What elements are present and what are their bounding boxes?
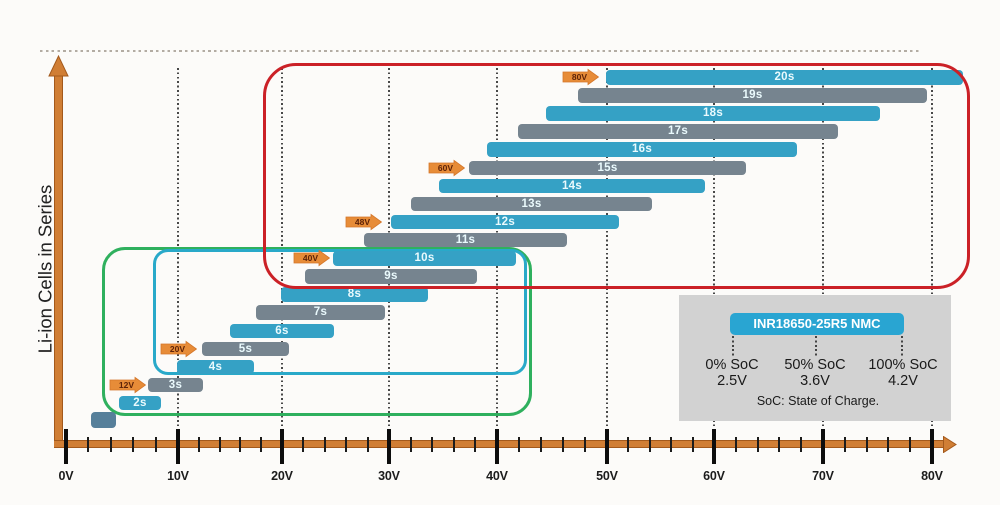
svg-text:48V: 48V [355, 217, 370, 227]
svg-text:12V: 12V [119, 380, 134, 390]
svg-text:40V: 40V [303, 253, 318, 263]
svg-text:80V: 80V [572, 72, 587, 82]
svg-text:20V: 20V [170, 344, 185, 354]
svg-text:60V: 60V [438, 163, 453, 173]
